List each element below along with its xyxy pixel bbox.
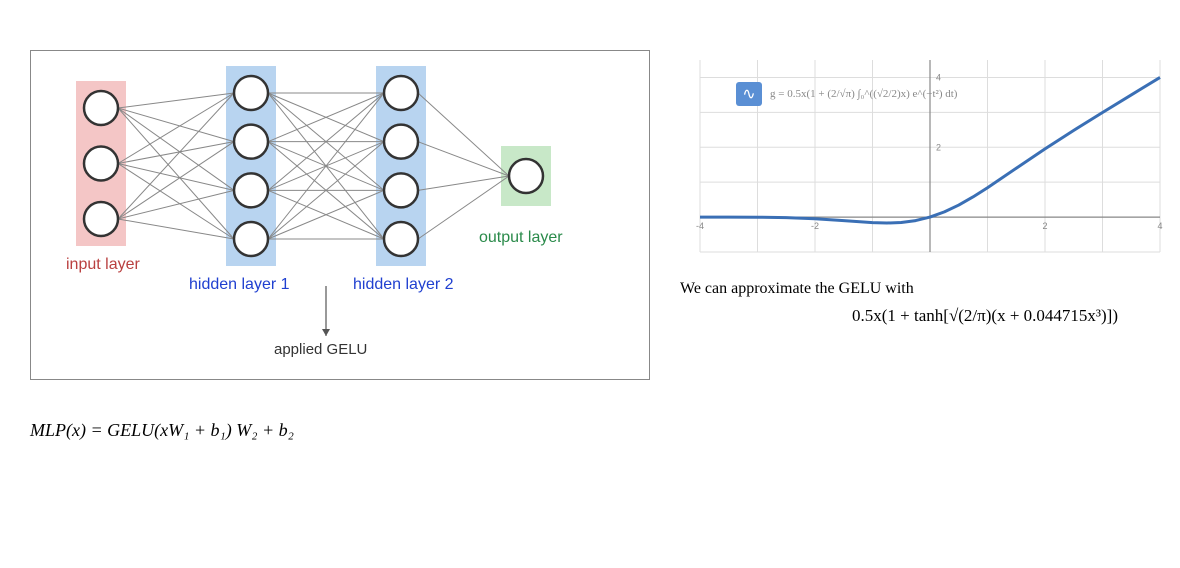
edge — [118, 219, 234, 239]
svg-text:-4: -4 — [696, 221, 704, 231]
formula-badge-icon: ∿ — [736, 82, 762, 106]
edge — [118, 93, 234, 108]
neuron — [384, 173, 418, 207]
neuron — [84, 202, 118, 236]
neuron — [234, 222, 268, 256]
edge — [418, 93, 509, 176]
svg-text:4: 4 — [936, 72, 941, 82]
edge — [118, 108, 234, 239]
neuron — [84, 91, 118, 125]
edge — [118, 164, 234, 191]
approx-formula: 0.5x(1 + tanh[√(2/π)(x + 0.044715x³)]) — [680, 306, 1170, 326]
neuron — [234, 173, 268, 207]
edge — [118, 108, 234, 190]
svg-text:-2: -2 — [811, 221, 819, 231]
edge — [118, 93, 234, 219]
output-layer-label: output layer — [479, 229, 563, 247]
edge — [118, 108, 234, 142]
neuron — [509, 159, 543, 193]
hidden2-label: hidden layer 2 — [353, 276, 454, 294]
approx-caption: We can approximate the GELU with — [680, 280, 1170, 298]
neuron — [234, 125, 268, 159]
svg-text:2: 2 — [1042, 221, 1047, 231]
input-layer-label: input layer — [66, 256, 140, 274]
edge — [418, 176, 509, 190]
nn-svg — [31, 51, 651, 381]
arrowhead-icon — [322, 329, 330, 336]
edge — [418, 142, 509, 176]
nn-diagram-panel: input layer hidden layer 1 hidden layer … — [30, 50, 650, 380]
mlp-formula: MLP(x) = GELU(xW₁ + b₁) W₂ + b₂ — [30, 420, 294, 441]
edge — [118, 164, 234, 240]
neuron — [84, 147, 118, 181]
edge — [118, 190, 234, 219]
applied-gelu-label: applied GELU — [274, 341, 367, 358]
neuron — [384, 222, 418, 256]
neuron — [384, 125, 418, 159]
neuron — [384, 76, 418, 110]
svg-text:4: 4 — [1157, 221, 1162, 231]
gelu-integral-formula: g = 0.5x(1 + (2/√π) ∫₀^((√2/2)x) e^(−t²)… — [770, 88, 957, 100]
svg-text:2: 2 — [936, 142, 941, 152]
neuron — [234, 76, 268, 110]
gelu-chart-panel: -4 -2 2 4 2 4 ∿ g = 0.5x(1 + (2/√π) ∫₀^((√2/2… — [680, 50, 1170, 326]
hidden1-label: hidden layer 1 — [189, 276, 290, 294]
